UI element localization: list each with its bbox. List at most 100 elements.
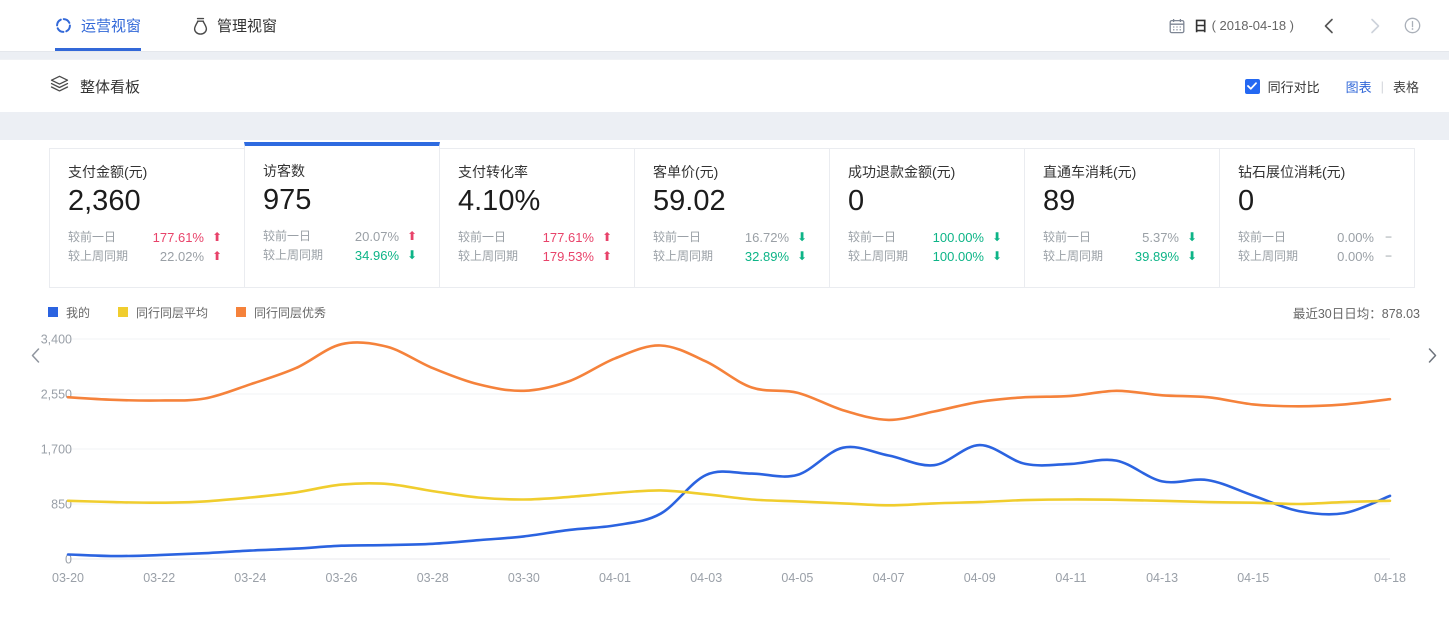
comparison-value: 179.53% xyxy=(542,249,594,264)
metric-card[interactable]: 钻石展位消耗(元) 0 较前一日 0.00% − 较上周同期 0.00% − xyxy=(1219,148,1415,288)
tab-operations-view[interactable]: 运营视窗 xyxy=(55,0,142,51)
legend-label: 我的 xyxy=(66,305,91,320)
metric-comparison-row: 较前一日 0.00% − xyxy=(1238,228,1392,247)
comparison-value: 177.61% xyxy=(542,230,594,245)
legend-label: 同行同层优秀 xyxy=(254,305,327,320)
comparison-label: 较前一日 xyxy=(1043,230,1092,244)
x-axis-label: 03-22 xyxy=(143,571,175,585)
calendar-icon[interactable] xyxy=(1169,18,1185,34)
chart-legend: 我的 同行同层平均 同行同层优秀 xyxy=(48,304,326,321)
comparison-value: 22.02% xyxy=(159,249,204,264)
trend-down-icon: ⬇ xyxy=(991,249,1002,263)
trend-down-icon: ⬇ xyxy=(1186,249,1197,263)
comparison-label: 较前一日 xyxy=(848,230,897,244)
legend-item-peer-best[interactable]: 同行同层优秀 xyxy=(236,304,326,321)
date-granularity[interactable]: 日 xyxy=(1193,17,1208,34)
peer-compare-label[interactable]: 同行对比 xyxy=(1267,79,1320,95)
trend-up-icon: ⬆ xyxy=(601,249,612,263)
x-axis-label: 04-13 xyxy=(1146,571,1178,585)
metric-card[interactable]: 支付转化率 4.10% 较前一日 177.61% ⬆ 较上周同期 179.53% ⬆ xyxy=(439,148,635,288)
page-title: 整体看板 xyxy=(80,78,141,96)
trend-up-icon: ⬆ xyxy=(406,229,417,243)
comparison-value: 39.89% xyxy=(1134,249,1179,264)
metric-card-value: 89 xyxy=(1043,185,1076,217)
series-line-peer-best xyxy=(66,341,1392,422)
comparison-label: 较前一日 xyxy=(653,230,702,244)
view-tabs: 运营视窗 管理视窗 xyxy=(55,0,329,51)
tab-management-view[interactable]: 管理视窗 xyxy=(193,0,277,51)
tab-label: 管理视窗 xyxy=(217,18,278,35)
x-axis-label: 03-24 xyxy=(234,571,266,585)
comparison-value: 32.89% xyxy=(744,249,789,264)
board-toolbar: 整体看板 同行对比 图表 | 表格 xyxy=(0,59,1449,112)
metric-card-title: 访客数 xyxy=(263,163,305,179)
x-axis-label: 04-15 xyxy=(1237,571,1269,585)
tab-label: 运营视窗 xyxy=(81,18,142,35)
y-axis-label: 3,400 xyxy=(41,333,72,347)
legend-swatch xyxy=(118,307,129,317)
legend-swatch xyxy=(48,307,58,317)
legend-item-mine[interactable]: 我的 xyxy=(48,304,90,321)
metric-comparison-row: 较前一日 20.07% ⬆ xyxy=(263,227,417,246)
x-axis-label: 04-07 xyxy=(873,571,905,585)
x-axis-label: 04-03 xyxy=(690,571,722,585)
comparison-value: 100.00% xyxy=(932,249,984,264)
metric-card[interactable]: 访客数 975 较前一日 20.07% ⬆ 较上周同期 34.96% ⬇ xyxy=(244,142,440,288)
x-axis-label: 04-01 xyxy=(599,571,631,585)
view-table-link[interactable]: 表格 xyxy=(1392,79,1419,95)
operations-view-icon xyxy=(55,17,72,34)
info-icon[interactable] xyxy=(1404,17,1421,34)
metric-card-value: 975 xyxy=(263,184,312,216)
metric-comparison-row: 较上周同期 34.96% ⬇ xyxy=(263,246,417,265)
trend-down-icon: ⬇ xyxy=(991,230,1002,244)
x-axis-label: 03-26 xyxy=(326,571,358,585)
metric-comparison-row: 较上周同期 179.53% ⬆ xyxy=(458,247,612,266)
metric-comparison-row: 较前一日 100.00% ⬇ xyxy=(848,228,1002,247)
trend-up-icon: ⬆ xyxy=(211,230,222,244)
metric-card-title: 钻石展位消耗(元) xyxy=(1238,164,1346,180)
series-line-mine xyxy=(66,443,1392,558)
top-navigation-bar: 运营视窗 管理视窗 日 ( 2018-04-18 ) xyxy=(0,0,1449,52)
cards-prev-button[interactable] xyxy=(24,340,46,370)
metric-card-title: 支付转化率 xyxy=(458,164,528,180)
comparison-label: 较上周同期 xyxy=(1238,249,1299,263)
cards-next-button[interactable] xyxy=(1421,340,1443,370)
trend-down-icon: ⬇ xyxy=(1186,230,1197,244)
y-axis-label: 2,550 xyxy=(41,388,72,402)
metric-card[interactable]: 支付金额(元) 2,360 较前一日 177.61% ⬆ 较上周同期 22.02% ⬆ xyxy=(49,148,245,288)
overview-panel: 支付金额(元) 2,360 较前一日 177.61% ⬆ 较上周同期 22.02% ⬆ 访客数 9… xyxy=(0,140,1449,622)
metric-comparison-row: 较前一日 5.37% ⬇ xyxy=(1043,228,1197,247)
comparison-label: 较前一日 xyxy=(263,229,312,243)
trend-down-icon: ⬇ xyxy=(796,249,807,263)
comparison-label: 较上周同期 xyxy=(653,249,714,263)
trend-flat-icon: − xyxy=(1384,230,1392,244)
prev-date-button[interactable] xyxy=(1316,13,1342,39)
x-axis-label: 04-18 xyxy=(1374,571,1406,585)
management-view-icon xyxy=(193,17,208,35)
metric-comparison-row: 较前一日 177.61% ⬆ xyxy=(68,228,222,247)
legend-item-peer-avg[interactable]: 同行同层平均 xyxy=(118,304,208,321)
metric-cards: 支付金额(元) 2,360 较前一日 177.61% ⬆ 较上周同期 22.02% ⬆ 访客数 9… xyxy=(0,140,1449,288)
metric-card-value: 0 xyxy=(848,185,865,217)
x-axis-label: 04-11 xyxy=(1055,571,1086,585)
comparison-label: 较上周同期 xyxy=(68,249,129,263)
trend-chart[interactable]: 0 850 1,700 2,550 3,400 03-20 03-22 03-24 03-26 0… xyxy=(0,324,1449,616)
metric-card[interactable]: 成功退款金额(元) 0 较前一日 100.00% ⬇ 较上周同期 100.00% ⬇ xyxy=(829,148,1025,288)
view-chart-link[interactable]: 图表 xyxy=(1345,79,1372,95)
next-date-button[interactable] xyxy=(1362,13,1388,39)
metric-card-title: 成功退款金额(元) xyxy=(848,164,956,180)
metric-comparison-row: 较上周同期 32.89% ⬇ xyxy=(653,247,807,266)
comparison-label: 较上周同期 xyxy=(263,248,324,262)
comparison-value: 16.72% xyxy=(744,230,789,245)
metric-card[interactable]: 直通车消耗(元) 89 较前一日 5.37% ⬇ 较上周同期 39.89% ⬇ xyxy=(1024,148,1220,288)
x-axis-label: 03-20 xyxy=(52,571,84,585)
y-axis-label: 0 xyxy=(65,553,72,567)
metric-comparison-row: 较上周同期 22.02% ⬆ xyxy=(68,247,222,266)
comparison-value: 0.00% xyxy=(1337,249,1374,264)
metric-card-value: 4.10% xyxy=(458,185,541,217)
metric-card[interactable]: 客单价(元) 59.02 较前一日 16.72% ⬇ 较上周同期 32.89% ⬇ xyxy=(634,148,830,288)
comparison-label: 较前一日 xyxy=(68,230,117,244)
metric-card-value: 59.02 xyxy=(653,185,726,217)
comparison-label: 较前一日 xyxy=(1238,230,1287,244)
peer-compare-checkbox[interactable] xyxy=(1244,78,1260,94)
